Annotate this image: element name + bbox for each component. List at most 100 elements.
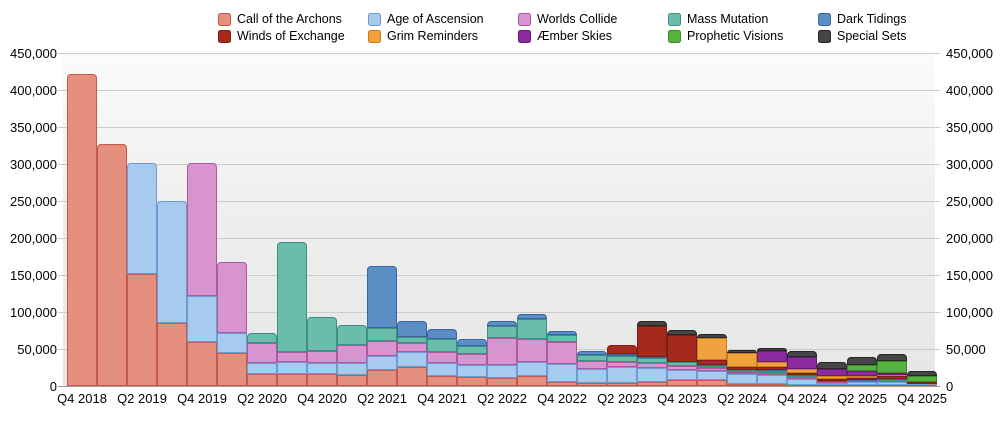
segment-age-of-ascension: [847, 382, 877, 385]
segment-call-of-the-archons: [187, 342, 217, 386]
segment-winds-of-exchange: [877, 376, 907, 379]
segment-grim-reminders: [757, 362, 787, 367]
segment-special-sets: [907, 371, 937, 376]
segment-age-of-ascension: [157, 201, 187, 323]
segment-worlds-collide: [787, 377, 817, 379]
segment-special-sets: [637, 321, 667, 326]
segment-call-of-the-archons: [247, 374, 277, 386]
segment-special-sets: [787, 351, 817, 357]
y-tick-label-left: 400,000: [10, 83, 57, 98]
segment-winds-of-exchange: [817, 379, 847, 381]
segment-age-of-ascension: [457, 365, 487, 377]
segment-call-of-the-archons: [487, 378, 517, 386]
segment-dark-tidings: [457, 339, 487, 346]
gridline: [58, 164, 940, 165]
bar-q2-2022: [487, 53, 517, 386]
y-tick-label-right: 300,000: [946, 157, 993, 172]
legend-label: Winds of Exchange: [237, 29, 345, 43]
segment-age-of-ascension: [127, 163, 157, 274]
segment-mass-mutation: [367, 328, 397, 341]
segment-prophetic-visions: [907, 376, 937, 382]
y-tick-label-right: 50,000: [946, 342, 986, 357]
segment-age-of-ascension: [757, 375, 787, 384]
bar-q3-2023: [637, 53, 667, 386]
segment-call-of-the-archons: [577, 383, 607, 386]
segment-call-of-the-archons: [607, 383, 637, 386]
segment-worlds-collide: [217, 262, 247, 333]
segment-call-of-the-archons: [397, 367, 427, 386]
segment-grim-reminders: [727, 353, 757, 367]
segment-call-of-the-archons: [367, 370, 397, 386]
segment-dark-tidings: [577, 351, 607, 355]
segment-age-of-ascension: [877, 382, 907, 385]
legend-label: Prophetic Visions: [687, 29, 784, 43]
segment-winds-of-exchange: [697, 360, 727, 365]
segment-age-of-ascension: [697, 371, 727, 380]
bar-q4-2019: [187, 53, 217, 386]
segment-call-of-the-archons: [427, 376, 457, 386]
y-tick-label-left: 300,000: [10, 157, 57, 172]
segment-call-of-the-archons: [547, 382, 577, 386]
segment-mass-mutation: [307, 317, 337, 351]
segment-winds-of-exchange: [757, 367, 787, 370]
bar-q1-2020: [217, 53, 247, 386]
segment-call-of-the-archons: [217, 353, 247, 386]
x-tick-label: Q4 2020: [297, 391, 347, 406]
segment-dark-tidings: [397, 321, 427, 337]
segment-grim-reminders: [847, 376, 877, 378]
bar-q2-2025: [847, 53, 877, 386]
segment-dark-tidings: [367, 266, 397, 328]
segment-age-of-ascension: [397, 352, 427, 367]
segment-mass-mutation: [337, 325, 367, 345]
segment-worlds-collide: [727, 372, 757, 374]
bar-q3-2019: [157, 53, 187, 386]
segment-call-of-the-archons: [517, 376, 547, 386]
legend-item-mass-mutation: Mass Mutation: [668, 12, 818, 27]
segment-winds-of-exchange: [727, 367, 757, 370]
y-tick-label-left: 100,000: [10, 305, 57, 320]
segment-worlds-collide: [577, 361, 607, 369]
y-tick-label-right: 0: [946, 379, 954, 394]
segment-mass-mutation: [277, 242, 307, 352]
gridline: [58, 238, 940, 239]
x-tick-label: Q4 2023: [657, 391, 707, 406]
legend-swatch-icon: [218, 30, 231, 43]
legend-item-worlds-collide: Worlds Collide: [518, 12, 668, 27]
x-tick-label: Q2 2020: [237, 391, 287, 406]
segment-grim-reminders: [787, 369, 817, 373]
bar-q1-2022: [457, 53, 487, 386]
segment-age-of-ascension: [787, 379, 817, 385]
segment-age-of-ascension: [517, 362, 547, 376]
x-axis-baseline: [58, 386, 940, 387]
x-tick-label: Q2 2021: [357, 391, 407, 406]
segment-age-of-ascension: [247, 363, 277, 374]
segment-worlds-collide: [367, 341, 397, 356]
segment-special-sets: [877, 354, 907, 361]
segment-mass-mutation: [457, 346, 487, 354]
segment-age-of-ascension: [727, 374, 757, 384]
x-tick-label: Q4 2018: [57, 391, 107, 406]
y-tick-label-right: 150,000: [946, 268, 993, 283]
segment-call-of-the-archons: [727, 384, 757, 386]
chart-legend: Call of the Archons Age of Ascension World…: [218, 12, 968, 44]
bar-q4-2020: [307, 53, 337, 386]
segment-mass-mutation: [517, 319, 547, 339]
segment-call-of-the-archons: [67, 74, 97, 386]
legend-item-prophetic-visions: Prophetic Visions: [668, 29, 818, 44]
bar-q1-2021: [337, 53, 367, 386]
gridline: [58, 201, 940, 202]
y-tick-label-left: 350,000: [10, 120, 57, 135]
segment-call-of-the-archons: [337, 375, 367, 386]
legend-label: Mass Mutation: [687, 12, 769, 26]
segment-mass-mutation: [727, 370, 757, 372]
bar-q4-2024: [787, 53, 817, 386]
x-tick-label: Q4 2019: [177, 391, 227, 406]
bar-q1-2023: [577, 53, 607, 386]
segment-æmber-skies: [757, 351, 787, 362]
segment-worlds-collide: [487, 338, 517, 365]
segment-dark-tidings: [487, 321, 517, 326]
legend-label: Grim Reminders: [387, 29, 478, 43]
bar-q3-2022: [517, 53, 547, 386]
legend-label: Æmber Skies: [537, 29, 613, 43]
